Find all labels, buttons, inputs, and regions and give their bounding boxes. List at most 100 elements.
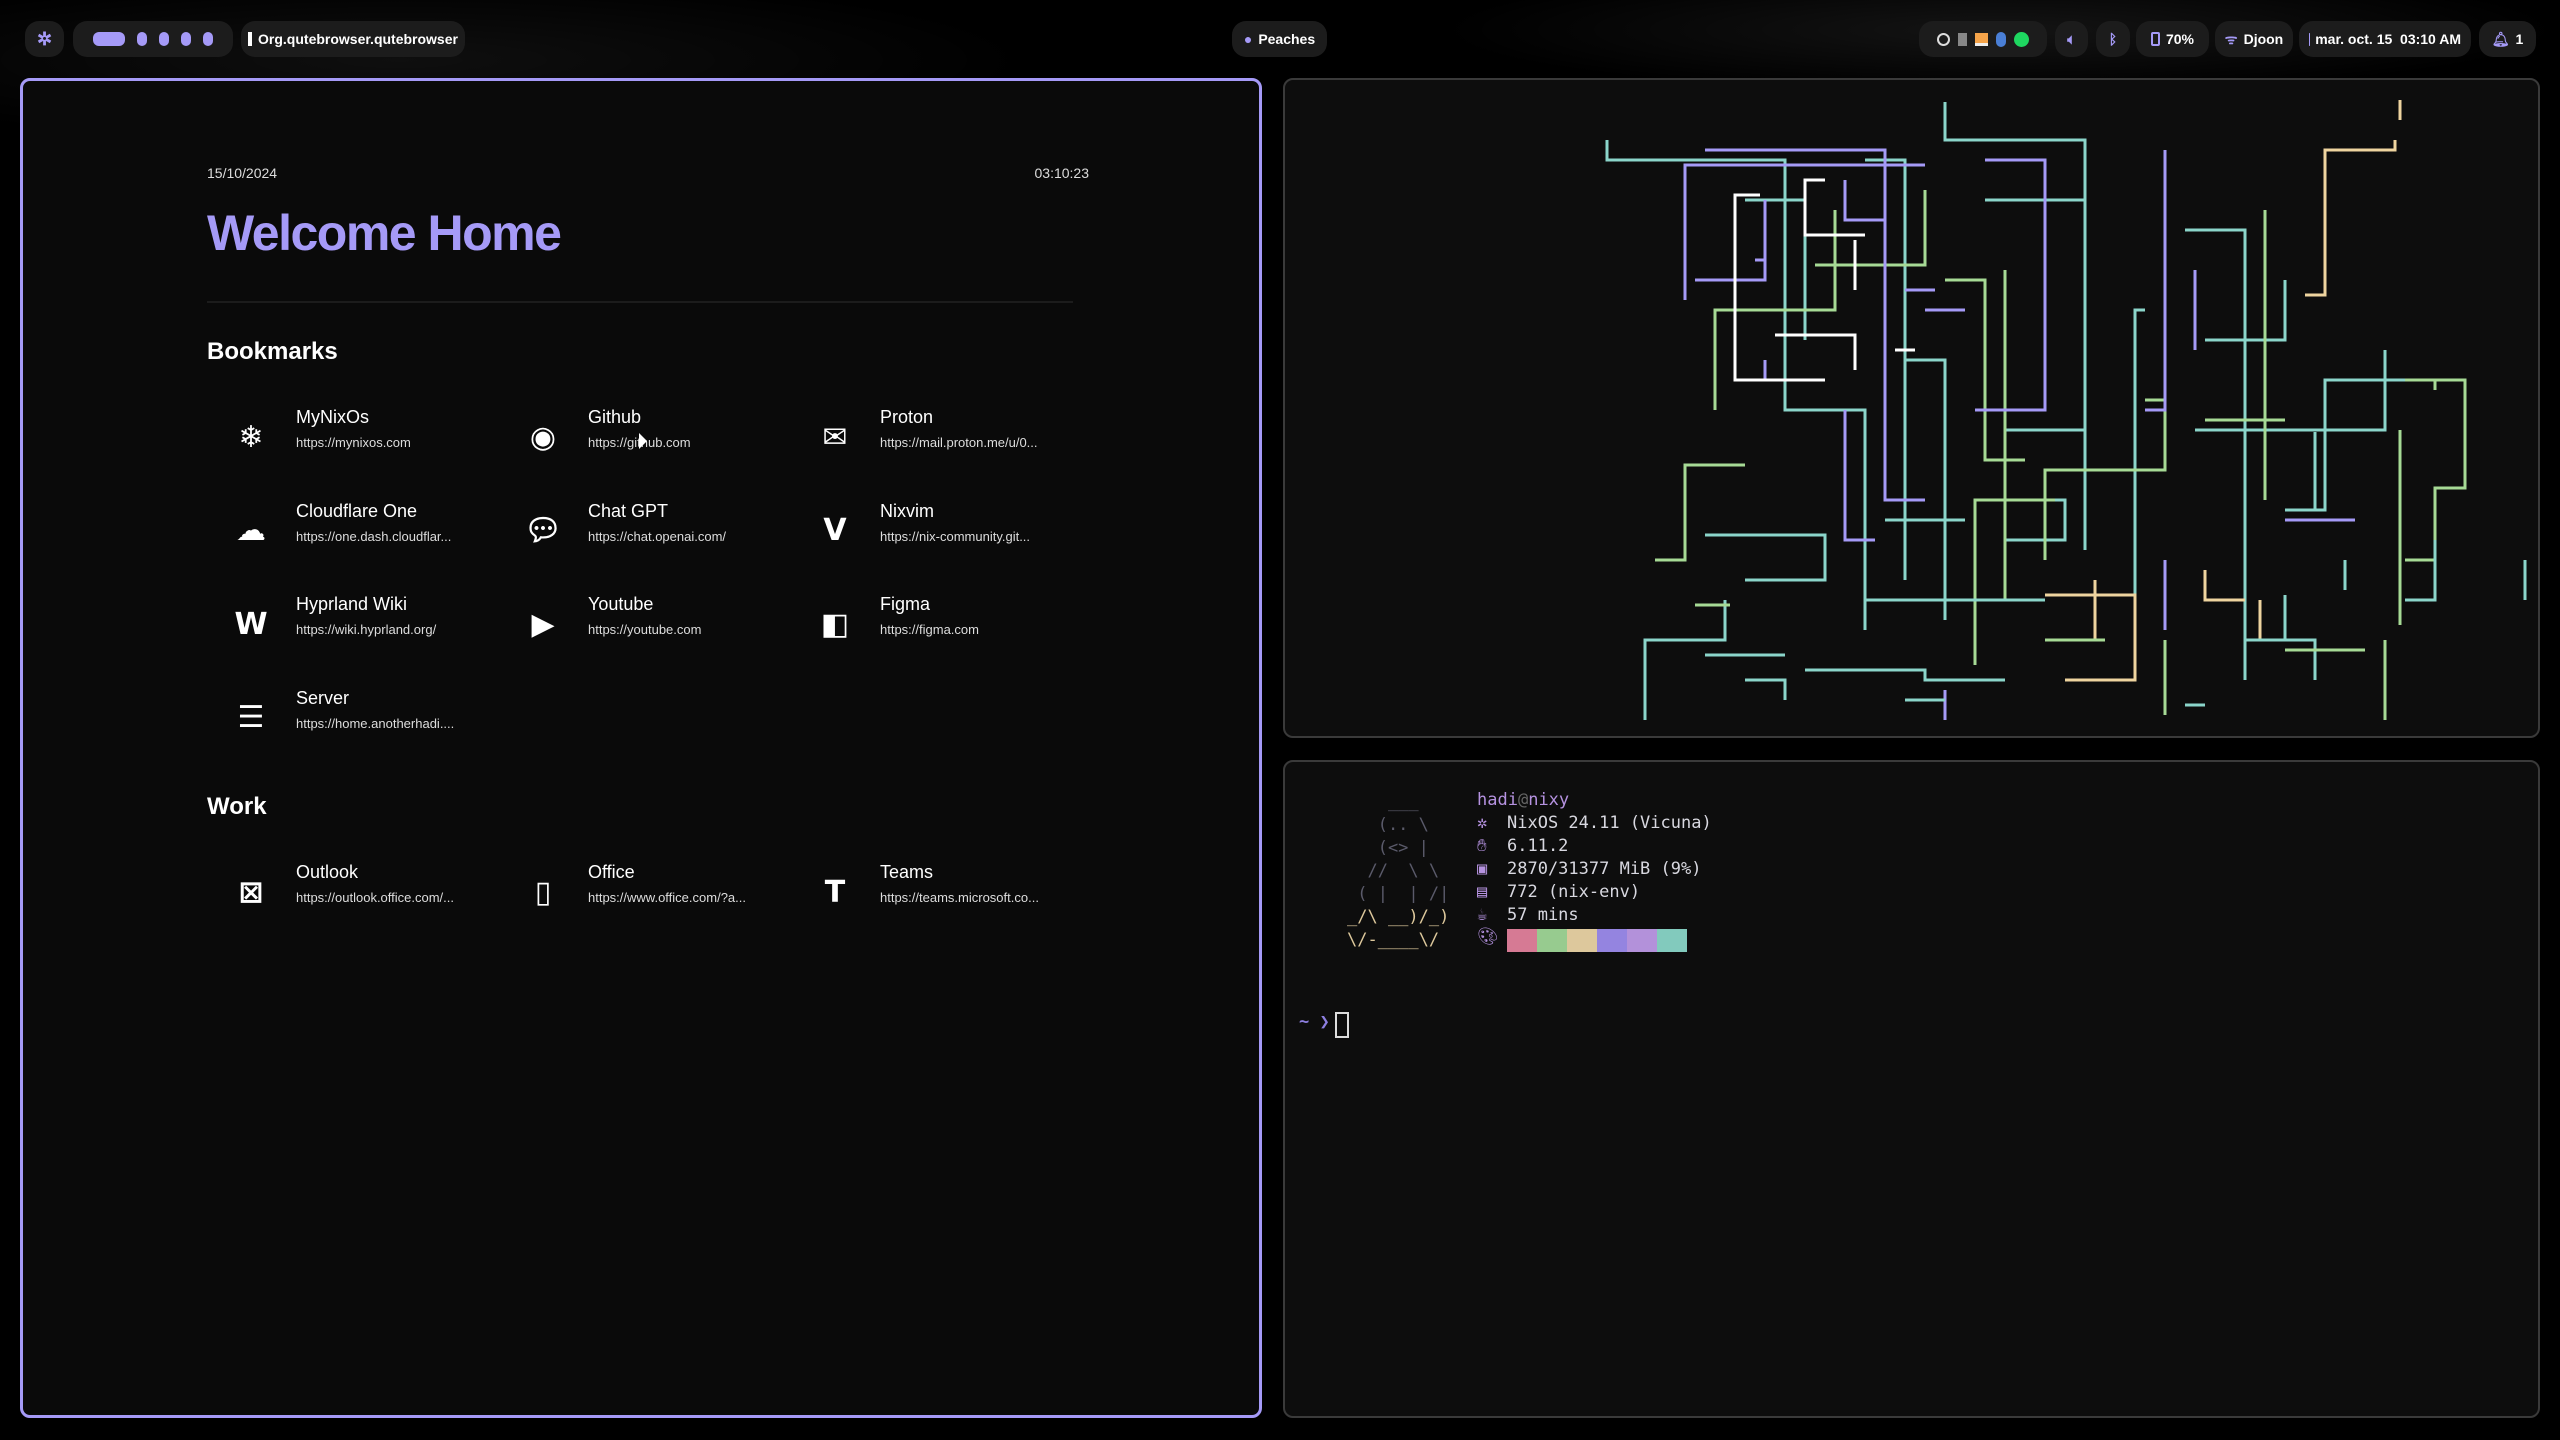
- ascii-line: (.. \: [1347, 815, 1429, 835]
- workspace-1[interactable]: [93, 32, 125, 46]
- date-text: 15/10/2024: [207, 165, 278, 181]
- bookmark-name: Outlook: [296, 862, 359, 882]
- ascii-line: \/-____\/: [1347, 930, 1440, 950]
- bookmark-chat-gpt[interactable]: 💬︎ Chat GPT https://chat.openai.com/: [521, 501, 811, 561]
- bookmark-name: Proton: [880, 407, 934, 427]
- page-title: Welcome Home: [207, 205, 562, 261]
- palette-swatch: [1597, 929, 1627, 952]
- bookmark-office[interactable]: ▯ Office https://www.office.com/?a...: [521, 862, 811, 922]
- bluetooth-button[interactable]: ᛒ: [2096, 21, 2130, 57]
- palette-icon: 🎨︎: [1477, 927, 1499, 947]
- bookmark-server[interactable]: ☰ Server https://home.anotherhadi....: [229, 688, 519, 748]
- wifi-icon: ᯤ: [2224, 30, 2238, 47]
- workspace-4[interactable]: [181, 32, 191, 46]
- workspace-2[interactable]: [137, 32, 147, 46]
- bookmark-mynixos[interactable]: ❄ MyNixOs https://mynixos.com: [229, 407, 519, 467]
- color-palette: [1507, 929, 1687, 952]
- nixos-icon: ❄: [238, 419, 264, 455]
- mail-icon: ✉: [822, 419, 848, 455]
- bookmark-name: Figma: [880, 594, 931, 614]
- ascii-line: ( | | /|: [1347, 884, 1450, 904]
- wifi-widget[interactable]: ᯤ Djoon: [2215, 21, 2293, 57]
- vim-icon: V: [823, 513, 847, 548]
- media-title: Peaches: [1258, 31, 1316, 47]
- disc-icon[interactable]: [1937, 32, 1950, 46]
- volume-button[interactable]: 🔈︎: [2055, 21, 2088, 57]
- notification-count: 1: [2515, 31, 2524, 47]
- palette-swatch: [1507, 929, 1537, 952]
- github-icon: ◉: [529, 419, 557, 455]
- package-icon: ▤: [1477, 882, 1488, 902]
- palette-swatch: [1567, 929, 1597, 952]
- bookmark-github[interactable]: ◉ Github https://github.com: [521, 407, 811, 467]
- spotify-icon: ●: [1243, 31, 1253, 47]
- fetch-info: 2870/31377 MiB (9%): [1507, 859, 1702, 879]
- battery-icon: [2150, 32, 2160, 46]
- bookmark-outlook[interactable]: ⊠ Outlook https://outlook.office.com/...: [229, 862, 519, 922]
- kdeconnect-icon[interactable]: [1958, 32, 1967, 46]
- bell-icon: 🔔︎: [2491, 30, 2510, 47]
- user-host: hadi@nixy: [1477, 790, 1570, 810]
- fetch-terminal[interactable]: ___ (.. \ (<> | // \ \ ( | | /| _/\ __)/_…: [1283, 760, 2540, 1418]
- ascii-line: ___: [1347, 792, 1419, 812]
- clock-widget[interactable]: mar. oct. 15 03:10 AM: [2299, 21, 2471, 57]
- media-widget[interactable]: ● Peaches: [1232, 21, 1327, 57]
- bookmark-url: https://www.office.com/?a...: [588, 890, 746, 905]
- bookmark-hyprland-wiki[interactable]: W Hyprland Wiki https://wiki.hyprland.or…: [229, 594, 519, 654]
- ascii-line: // \ \: [1347, 861, 1440, 881]
- ascii-line: _/\ __)/_): [1347, 907, 1450, 927]
- window-title: Org.qutebrowser.qutebrowser: [241, 21, 465, 57]
- bluetooth-icon[interactable]: [1996, 31, 2006, 47]
- bookmark-url: https://teams.microsoft.co...: [880, 890, 1039, 905]
- window-icon: [248, 32, 253, 46]
- bookmark-name: Youtube: [588, 594, 654, 614]
- bookmark-teams[interactable]: T Teams https://teams.microsoft.co...: [813, 862, 1103, 922]
- figma-icon: ◧: [820, 606, 850, 642]
- window-title-text: Org.qutebrowser.qutebrowser: [258, 31, 458, 47]
- memory-icon: ▣: [1477, 859, 1488, 879]
- launcher-button[interactable]: ✲: [25, 21, 64, 57]
- bookmark-cloudflare-one[interactable]: ☁ Cloudflare One https://one.dash.cloudf…: [229, 501, 519, 561]
- prompt: ~ ❯: [1299, 1012, 1330, 1032]
- outlook-icon: ⊠: [238, 874, 264, 910]
- bookmark-url: https://mynixos.com: [296, 435, 411, 450]
- section-heading-work: Work: [207, 793, 267, 820]
- drive-icon[interactable]: [1975, 32, 1988, 46]
- battery-widget[interactable]: 70%: [2136, 21, 2209, 57]
- bookmark-url: https://wiki.hyprland.org/: [296, 622, 437, 637]
- nixos-icon: ✲: [1477, 813, 1488, 833]
- bookmark-figma[interactable]: ◧ Figma https://figma.com: [813, 594, 1103, 654]
- time-text: 03:10:23: [1034, 165, 1090, 181]
- cursor[interactable]: [1335, 1012, 1349, 1038]
- battery-level: 70%: [2165, 31, 2195, 47]
- bookmark-name: Server: [296, 687, 350, 708]
- bookmark-name: Github: [588, 407, 642, 427]
- fetch-info: 772 (nix-env): [1507, 882, 1641, 902]
- bookmark-youtube[interactable]: ▶ Youtube https://youtube.com: [521, 594, 811, 654]
- office-icon: ▯: [534, 874, 552, 910]
- uptime-icon: ☕︎: [1477, 905, 1488, 925]
- divider: [207, 301, 1073, 303]
- bookmark-name: Hyprland Wiki: [296, 594, 408, 614]
- bookmark-name: Nixvim: [880, 500, 934, 521]
- palette-swatch: [1537, 929, 1567, 952]
- notifications-button[interactable]: 🔔︎ 1: [2479, 21, 2536, 57]
- bookmark-nixvim[interactable]: V Nixvim https://nix-community.git...: [813, 501, 1103, 561]
- cloud-icon: ☁: [236, 513, 266, 548]
- spotify-icon[interactable]: [2014, 31, 2029, 47]
- pipes-terminal[interactable]: [1283, 78, 2540, 738]
- bookmark-url: https://mail.proton.me/u/0...: [880, 435, 1038, 450]
- ascii-line: (<> |: [1347, 838, 1429, 858]
- wifi-name: Djoon: [2243, 31, 2284, 47]
- teams-icon: T: [824, 874, 846, 910]
- bookmark-proton[interactable]: ✉ Proton https://mail.proton.me/u/0...: [813, 407, 1103, 467]
- workspace-5[interactable]: [203, 32, 213, 46]
- youtube-icon: ▶: [531, 606, 555, 642]
- bookmark-name: MyNixOs: [296, 407, 369, 427]
- wikipedia-icon: W: [234, 606, 268, 642]
- nix-gear-icon: ✲: [36, 28, 53, 49]
- workspace-3[interactable]: [159, 32, 169, 46]
- kernel-icon: ✋︎: [1477, 836, 1487, 856]
- bookmark-url: https://youtube.com: [588, 622, 702, 637]
- server-icon: ☰: [237, 700, 265, 735]
